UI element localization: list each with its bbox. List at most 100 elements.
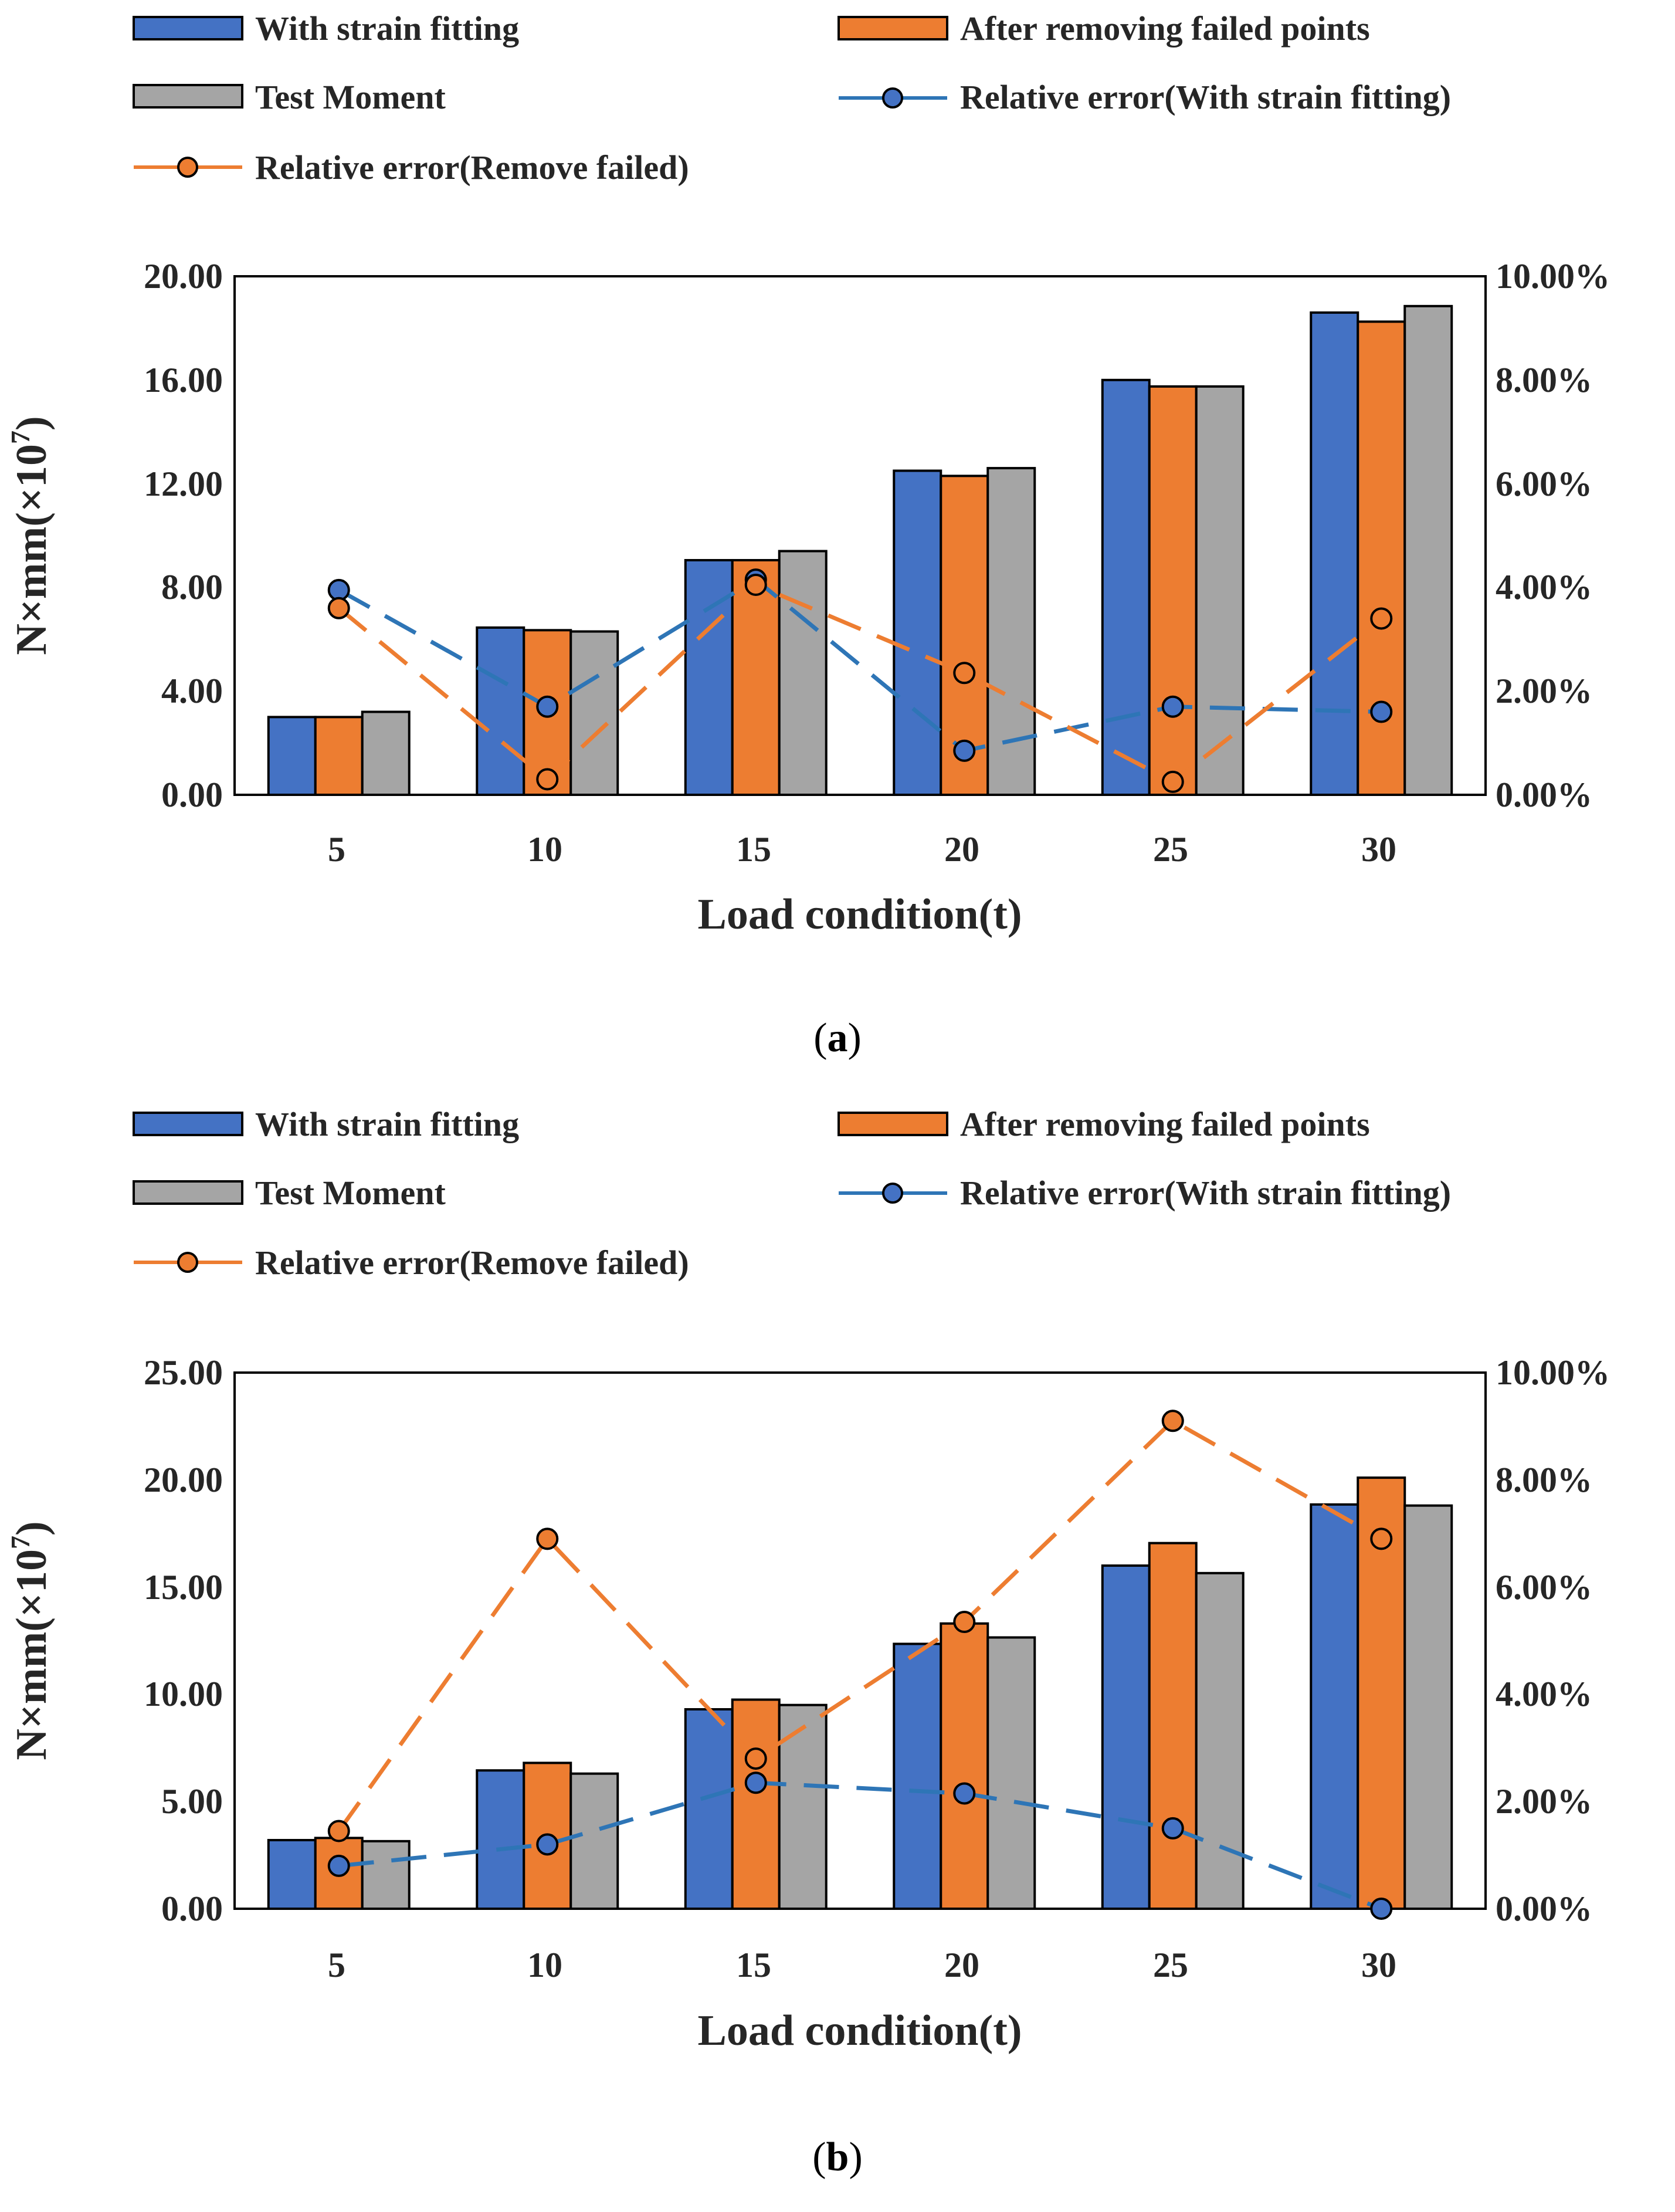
y-tick-label: 0.00 — [161, 1889, 223, 1928]
legend-swatch-test-moment — [133, 1180, 243, 1205]
y-axis-title-base: N×mm(×10 — [8, 444, 56, 655]
y2-tick-label: 10.00% — [1496, 257, 1610, 296]
y-tick-label: 5.00 — [161, 1782, 223, 1821]
legend-marker-relative-error-fitting — [882, 1183, 903, 1204]
panel-caption-a: (a) — [813, 1015, 862, 1061]
legend-label-after-removing-failed-points: After removing failed points — [960, 9, 1370, 48]
legend-label-test-moment: Test Moment — [255, 78, 446, 116]
y-tick-label: 15.00 — [144, 1568, 223, 1607]
bar-with-strain-fitting — [1310, 311, 1359, 796]
y2-tick-label: 8.00% — [1496, 1461, 1592, 1499]
bar-after-removing-failed-points — [1148, 385, 1198, 796]
legend-b: With strain fitting After removing faile… — [133, 1105, 1451, 1282]
legend-item-test-moment: Test Moment — [133, 1174, 446, 1212]
legend-item-with-strain-fitting: With strain fitting — [133, 1105, 519, 1143]
y2-tick-label: 2.00% — [1496, 1782, 1592, 1821]
bar-test-moment — [569, 1772, 619, 1910]
y2-tick-label: 0.00% — [1496, 775, 1592, 814]
x-tick-label: 15 — [736, 830, 771, 869]
y2-tick-label: 4.00% — [1496, 1675, 1592, 1713]
relative-error-removed-point — [953, 1611, 976, 1634]
relative-error-fitting-point — [953, 1782, 976, 1805]
bar-test-moment — [1403, 304, 1453, 796]
x-tick-label: 25 — [1153, 830, 1188, 869]
legend-label-after-removing-failed-points: After removing failed points — [960, 1105, 1370, 1143]
panel-caption-b: (b) — [812, 2135, 863, 2180]
bar-test-moment — [361, 1840, 411, 1910]
relative-error-removed-point — [1161, 770, 1184, 793]
chart-panel-b: With strain fitting After removing faile… — [5, 1105, 1610, 2180]
bar-after-removing-failed-points — [731, 1698, 781, 1910]
y-axis-title-exponent: 7 — [5, 1536, 35, 1549]
y2-tick-label: 2.00% — [1496, 672, 1592, 710]
y-tick-label: 16.00 — [144, 361, 223, 399]
relative-error-removed-point — [536, 1527, 559, 1550]
x-tick-label: 30 — [1361, 830, 1396, 869]
chart-panel-a: With strain fitting After removing faile… — [5, 9, 1610, 1061]
bar-with-strain-fitting — [1101, 378, 1151, 796]
legend-item-relative-error-removed: Relative error(Remove failed) — [134, 148, 689, 187]
x-axis-title-b: Load condition(t) — [697, 2007, 1022, 2055]
plot-area-b — [233, 1371, 1487, 1920]
relative-error-removed-point — [536, 768, 559, 791]
legend-item-with-strain-fitting: With strain fitting — [133, 9, 519, 48]
relative-error-removed-point — [1161, 1410, 1184, 1432]
plot-frame-a — [233, 275, 1487, 796]
panel-caption-letter: a — [828, 1015, 848, 1061]
bar-test-moment — [778, 550, 828, 797]
bar-with-strain-fitting — [684, 1708, 734, 1910]
bar-with-strain-fitting — [893, 469, 942, 796]
bar-with-strain-fitting — [476, 1769, 525, 1910]
bar-after-removing-failed-points — [1148, 1542, 1198, 1910]
legend-item-relative-error-fitting: Relative error(With strain fitting) — [839, 1174, 1451, 1212]
bar-with-strain-fitting — [684, 558, 734, 796]
x-tick-label: 15 — [736, 1946, 771, 1984]
panel-caption-letter: b — [826, 2135, 849, 2180]
legend-marker-relative-error-removed — [177, 157, 198, 178]
relative-error-fitting-point — [536, 1833, 559, 1856]
relative-error-fitting-point — [536, 695, 559, 718]
legend-item-after-removing-failed-points: After removing failed points — [838, 1105, 1370, 1143]
relative-error-removed-point — [327, 1820, 350, 1842]
relative-error-fitting-point — [1161, 695, 1184, 718]
y-tick-label: 10.00 — [144, 1675, 223, 1713]
bar-with-strain-fitting — [267, 716, 317, 797]
relative-error-removed-point — [1370, 607, 1393, 630]
bar-with-strain-fitting — [1101, 1564, 1151, 1910]
plot-frame-b — [233, 1371, 1487, 1910]
bar-after-removing-failed-points — [314, 716, 364, 797]
relative-error-fitting-point — [1161, 1817, 1184, 1840]
y-tick-label: 0.00 — [161, 775, 223, 814]
bar-test-moment — [1195, 385, 1245, 796]
x-tick-label: 20 — [944, 1946, 979, 1984]
legend-swatch-test-moment — [133, 84, 243, 109]
y2-tick-label: 10.00% — [1496, 1353, 1610, 1392]
y2-tick-label: 6.00% — [1496, 465, 1592, 503]
y-axis-left-a: 0.00 4.00 8.00 12.00 16.00 20.00 — [144, 257, 223, 814]
y-tick-label: 4.00 — [161, 672, 223, 710]
legend-swatch-with-strain-fitting — [133, 16, 243, 40]
legend-swatch-after-removing-failed-points — [838, 16, 948, 40]
error-lines-a — [327, 568, 1393, 793]
bar-test-moment — [361, 710, 411, 797]
relative-error-removed-point — [744, 1747, 767, 1770]
relative-error-fitting-point — [953, 739, 976, 762]
y-tick-label: 20.00 — [144, 1461, 223, 1499]
relative-error-fitting-point — [744, 1771, 767, 1794]
bar-after-removing-failed-points — [940, 1622, 989, 1910]
x-tick-label: 20 — [944, 830, 979, 869]
x-tick-label: 5 — [328, 830, 345, 869]
legend-item-relative-error-removed: Relative error(Remove failed) — [134, 1244, 689, 1282]
legend-marker-relative-error-fitting — [882, 87, 903, 109]
y-tick-label: 25.00 — [144, 1353, 223, 1392]
relative-error-removed-point — [744, 573, 767, 596]
bar-test-moment — [1403, 1504, 1453, 1910]
bar-with-strain-fitting — [267, 1839, 317, 1910]
bar-test-moment — [778, 1703, 828, 1910]
relative-error-fitting-point — [327, 578, 350, 601]
y-axis-left-b: 0.00 5.00 10.00 15.00 20.00 25.00 — [144, 1353, 223, 1928]
relative-error-fitting-point — [1370, 1898, 1393, 1920]
y-axis-title-b: N×mm(×107) — [5, 1521, 56, 1760]
legend-item-test-moment: Test Moment — [133, 78, 446, 116]
y2-tick-label: 0.00% — [1496, 1889, 1592, 1928]
